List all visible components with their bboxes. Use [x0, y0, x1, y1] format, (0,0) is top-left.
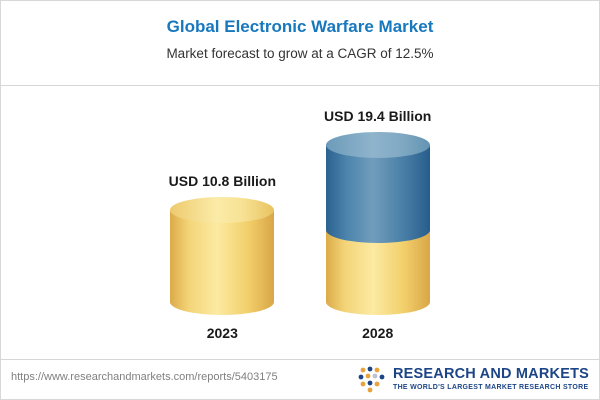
report-url-link[interactable]: https://www.researchandmarkets.com/repor… — [11, 371, 278, 383]
cylinder-body-yellow — [170, 210, 275, 315]
chart-header: Global Electronic Warfare Market Market … — [1, 17, 599, 61]
bar-group-2028: USD 19.4 Billion 2028 — [324, 108, 431, 341]
footer-divider — [1, 359, 599, 360]
chart-subtitle: Market forecast to grow at a CAGR of 12.… — [166, 46, 434, 61]
logo-tagline: THE WORLD'S LARGEST MARKET RESEARCH STOR… — [393, 384, 589, 392]
bar-cylinder-2028 — [325, 132, 430, 315]
logo-text-block: RESEARCH AND MARKETS THE WORLD'S LARGEST… — [393, 365, 589, 392]
cylinder-segment-base-yellow — [325, 230, 430, 315]
bar-cylinder-2023 — [170, 197, 275, 315]
bar-category-2028: 2028 — [362, 325, 394, 341]
header-divider — [1, 85, 599, 86]
brand-logo: RESEARCH AND MARKETS THE WORLD'S LARGEST… — [357, 364, 589, 394]
chart-title: Global Electronic Warfare Market — [166, 17, 434, 36]
bar-value-label-2028: USD 19.4 Billion — [324, 108, 432, 124]
cylinder-bar-chart: USD 10.8 Billion 2023 USD 19.4 Billion 2… — [1, 101, 599, 341]
logo-mark-icon — [358, 366, 385, 393]
bar-category-2023: 2023 — [206, 325, 238, 341]
logo-name: RESEARCH AND MARKETS — [393, 365, 589, 382]
bar-group-2023: USD 10.8 Billion 2023 — [169, 173, 276, 341]
cylinder-cap-blue — [325, 132, 430, 158]
bar-value-label-2023: USD 10.8 Billion — [168, 173, 276, 189]
cylinder-cap-yellow — [170, 197, 275, 223]
cylinder-segment-growth-blue — [325, 145, 430, 230]
